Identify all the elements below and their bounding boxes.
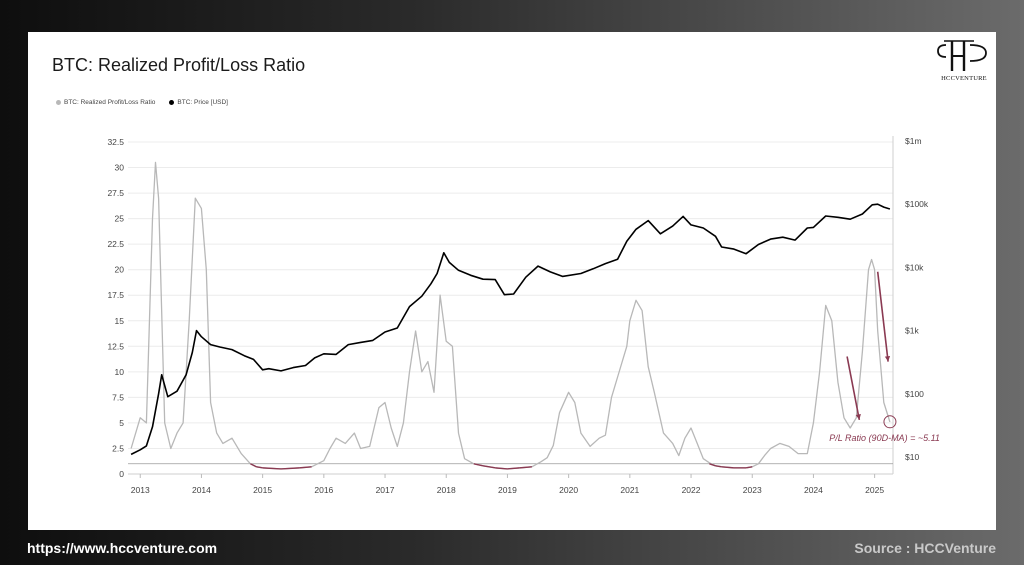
loss-segment (519, 466, 532, 469)
right-tick-label: $1m (905, 136, 922, 146)
x-tick-label: 2025 (865, 485, 884, 495)
loss-segment (507, 467, 520, 470)
loss-segment (299, 466, 312, 469)
x-tick-label: 2020 (559, 485, 578, 495)
series-line-pl-ratio (130, 161, 891, 470)
loss-segment (721, 466, 734, 469)
legend-label-pl-ratio: BTC: Realized Profit/Loss Ratio (64, 99, 156, 106)
left-tick-label: 0 (119, 469, 124, 479)
plot-area: 0 2.5 5 7.5 10 12.5 15 17.5 20 22.5 25 27.5 30 32.5 $1… (107, 136, 940, 495)
left-tick-label: 5 (119, 418, 124, 428)
x-tick-label: 2013 (131, 485, 150, 495)
left-tick-label: 22.5 (107, 239, 124, 249)
left-tick-label: 12.5 (107, 341, 124, 351)
annotation-arrow-right-head (884, 355, 891, 362)
x-tick-label: 2023 (743, 485, 762, 495)
left-tick-label: 7.5 (112, 392, 124, 402)
logo-text: HCCVENTURE (941, 75, 987, 82)
legend-item-pl-ratio[interactable]: BTC: Realized Profit/Loss Ratio (56, 99, 155, 106)
right-tick-label: $100 (905, 389, 924, 399)
left-tick-label: 27.5 (107, 188, 124, 198)
legend-label-price: BTC: Price [USD] (177, 99, 228, 106)
loss-segment (256, 466, 263, 469)
right-tick-label: $1k (905, 326, 919, 336)
website-link[interactable]: https://www.hccventure.com (27, 540, 218, 556)
x-tick-label: 2017 (376, 485, 395, 495)
loss-segment (262, 467, 282, 470)
chart-legend: BTC: Realized Profit/Loss Ratio BTC: Pri… (56, 99, 228, 106)
annotation-arrow-left-head (855, 414, 861, 420)
series-line-price (130, 203, 891, 456)
loss-segment (715, 465, 722, 468)
x-tick-label: 2014 (192, 485, 211, 495)
x-tick-label: 2021 (620, 485, 639, 495)
annotation-circle (883, 415, 897, 429)
x-tick-label: 2015 (253, 485, 272, 495)
loss-segment (280, 467, 300, 470)
x-tick-label: 2022 (682, 485, 701, 495)
chart-title: BTC: Realized Profit/Loss Ratio (52, 55, 306, 75)
legend-item-price[interactable]: BTC: Price [USD] (169, 99, 228, 106)
x-tick-label: 2024 (804, 485, 823, 495)
loss-segment (746, 466, 753, 469)
x-tick-label: 2019 (498, 485, 517, 495)
x-tick-label: 2016 (314, 485, 333, 495)
annotation-arrow-left (846, 356, 861, 421)
right-tick-label: $10k (905, 262, 924, 272)
loss-segment (482, 465, 496, 469)
hccventure-logo: HCCVENTURE (934, 37, 994, 87)
left-tick-label: 32.5 (107, 137, 124, 147)
left-tick-label: 30 (115, 163, 125, 173)
source-credit: Source : HCCVenture (854, 540, 996, 556)
x-tick-label: 2018 (437, 485, 456, 495)
left-tick-label: 2.5 (112, 443, 124, 453)
left-tick-label: 20 (115, 265, 125, 275)
left-tick-label: 10 (115, 367, 125, 377)
chart-card: BTC: Realized Profit/Loss Ratio BTC: Rea… (28, 32, 996, 530)
right-tick-label: $10 (905, 452, 919, 462)
left-tick-label: 25 (115, 214, 125, 224)
legend-dot-price (169, 100, 175, 105)
legend-dot-pl-ratio (56, 100, 61, 105)
left-tick-label: 17.5 (107, 290, 124, 300)
loss-segment (709, 463, 716, 467)
annotation-arrow-right (876, 271, 889, 362)
loss-segment (495, 467, 508, 470)
loss-segment (473, 463, 484, 467)
loss-segment (250, 463, 257, 468)
left-tick-label: 15 (115, 316, 125, 326)
right-tick-label: $100k (905, 199, 929, 209)
annotation-label: P/L Ratio (90D-MA) = ~5.11 (829, 433, 940, 443)
